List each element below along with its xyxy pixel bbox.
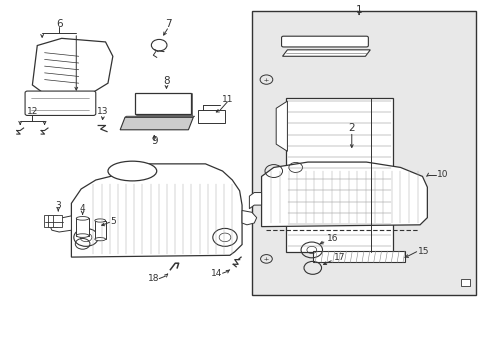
Bar <box>285 98 392 252</box>
Bar <box>135 93 190 114</box>
Bar <box>198 110 224 123</box>
Polygon shape <box>282 50 369 56</box>
Text: 18: 18 <box>147 274 159 283</box>
Text: 10: 10 <box>436 170 447 179</box>
Ellipse shape <box>108 161 157 181</box>
Bar <box>76 219 89 235</box>
Polygon shape <box>49 216 71 232</box>
Text: 8: 8 <box>163 76 169 86</box>
Text: 3: 3 <box>55 201 61 210</box>
FancyBboxPatch shape <box>281 36 367 47</box>
Ellipse shape <box>95 219 105 222</box>
Bar <box>48 215 57 226</box>
Text: 17: 17 <box>333 253 345 262</box>
Bar <box>251 12 475 295</box>
Ellipse shape <box>95 238 105 241</box>
Text: 1: 1 <box>355 5 362 15</box>
Polygon shape <box>125 116 194 117</box>
Bar <box>53 215 62 226</box>
Text: 13: 13 <box>97 107 109 116</box>
Text: 4: 4 <box>80 204 85 213</box>
Text: 9: 9 <box>151 136 157 145</box>
Text: 14: 14 <box>211 269 222 278</box>
Text: 16: 16 <box>326 234 337 243</box>
Bar <box>312 251 405 262</box>
Polygon shape <box>120 117 193 130</box>
Text: 15: 15 <box>417 247 428 256</box>
Text: 5: 5 <box>110 217 116 226</box>
Polygon shape <box>71 164 242 257</box>
Polygon shape <box>249 193 261 209</box>
Ellipse shape <box>76 217 89 220</box>
Text: 6: 6 <box>56 19 62 29</box>
Ellipse shape <box>76 234 89 237</box>
Polygon shape <box>242 211 256 225</box>
Text: 7: 7 <box>165 19 172 29</box>
Bar <box>43 215 52 226</box>
Bar <box>95 221 105 239</box>
Text: 11: 11 <box>221 95 233 104</box>
Polygon shape <box>261 162 427 226</box>
Bar <box>461 279 469 286</box>
Text: 12: 12 <box>27 107 38 116</box>
Polygon shape <box>276 101 287 151</box>
Text: 2: 2 <box>348 123 354 133</box>
FancyBboxPatch shape <box>25 91 96 116</box>
Polygon shape <box>32 39 113 92</box>
